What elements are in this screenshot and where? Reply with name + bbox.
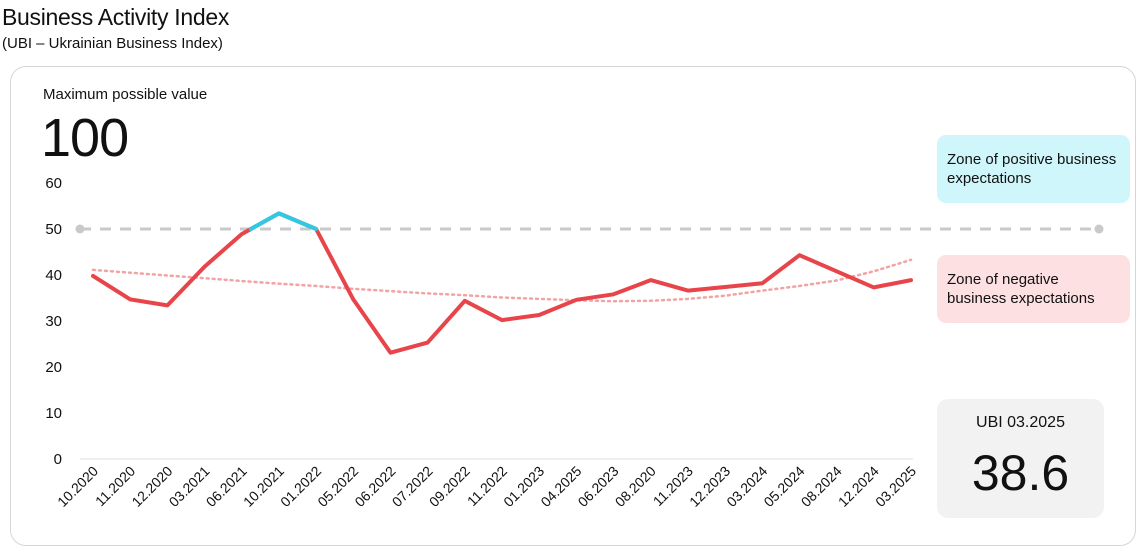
trend-line (91, 258, 913, 303)
x-tick-label: 08.2020 (612, 463, 659, 510)
current-value-label: UBI 03.2025 (976, 414, 1065, 431)
y-tick-label: 50 (45, 221, 62, 238)
max-value-label: Maximum possible value (43, 86, 208, 103)
negative-zone-label: Zone of negative business expectations (937, 255, 1130, 323)
threshold-dot (1094, 224, 1104, 234)
x-tick-label: 03.2025 (872, 463, 919, 510)
ubi-positive-segment (248, 211, 319, 231)
page-subtitle: (UBI – Ukrainian Business Index) (2, 35, 223, 52)
y-tick-label: 10 (45, 405, 62, 422)
current-value-number: 38.6 (971, 445, 1070, 501)
x-tick-label: 10.2020 (54, 463, 101, 510)
page-title: Business Activity Index (2, 4, 230, 30)
threshold-dot (75, 224, 85, 234)
x-tick-label: 09.2022 (426, 463, 473, 510)
ubi-series-line (91, 211, 913, 355)
max-value-number: 100 (41, 108, 129, 168)
y-tick-label: 60 (45, 175, 62, 192)
positive-zone-label: Zone of positive business expectations (937, 135, 1130, 203)
y-tick-label: 40 (45, 267, 62, 284)
y-tick-label: 20 (45, 359, 62, 376)
current-value-card: UBI 03.2025 38.6 (937, 399, 1104, 518)
chart-card (10, 66, 1136, 546)
y-tick-label: 30 (45, 313, 62, 330)
y-tick-label: 0 (54, 451, 62, 468)
